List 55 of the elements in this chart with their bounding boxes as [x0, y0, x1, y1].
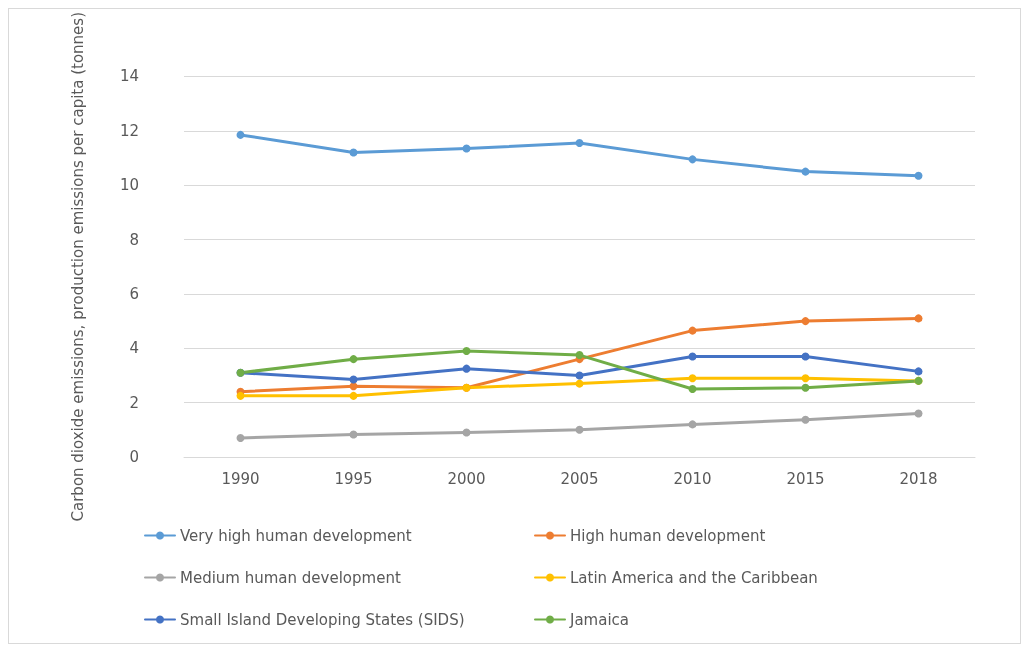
- point: [801, 352, 810, 361]
- point: [801, 374, 810, 383]
- point: [349, 148, 358, 157]
- point: [349, 355, 358, 364]
- point: [801, 383, 810, 392]
- point: [575, 139, 584, 148]
- x-tick-label: 2015: [786, 469, 825, 488]
- point: [801, 415, 810, 424]
- legend-label: Jamaica: [569, 610, 630, 629]
- point: [688, 326, 697, 335]
- point: [349, 391, 358, 400]
- y-tick-label: 14: [119, 67, 139, 86]
- point: [914, 367, 923, 376]
- y-tick-label: 0: [129, 448, 139, 466]
- point: [462, 144, 471, 153]
- point: [575, 351, 584, 360]
- point: [688, 374, 697, 383]
- y-tick-label: 12: [119, 121, 139, 140]
- y-axis-title: Carbon dioxide emissions, production emissions per capita (tonnes): [69, 11, 87, 522]
- point: [914, 409, 923, 418]
- point: [688, 155, 697, 164]
- point: [914, 171, 923, 180]
- point: [575, 425, 584, 434]
- point: [688, 352, 697, 361]
- legend-label: High human development: [570, 526, 766, 545]
- x-tick-label: 1995: [334, 469, 373, 488]
- point: [462, 364, 471, 373]
- legend-label: Small Island Developing States (SIDS): [180, 610, 465, 629]
- point: [801, 317, 810, 326]
- y-tick-label: 10: [119, 176, 139, 195]
- legend-label: Medium human development: [180, 568, 401, 587]
- x-tick-label: 1990: [221, 469, 260, 488]
- point: [575, 379, 584, 388]
- x-tick-label: 2000: [447, 469, 486, 488]
- y-tick-label: 4: [129, 339, 139, 358]
- point: [349, 375, 358, 384]
- point: [462, 428, 471, 437]
- point: [236, 130, 245, 139]
- point: [801, 167, 810, 176]
- point: [236, 433, 245, 442]
- point: [688, 420, 697, 429]
- y-tick-label: 2: [129, 393, 139, 412]
- x-tick-label: 2018: [899, 469, 938, 488]
- x-tick-label: 2010: [673, 469, 712, 488]
- x-tick-label: 2005: [560, 469, 599, 488]
- point: [688, 385, 697, 394]
- point: [349, 430, 358, 439]
- legend-label: Very high human development: [180, 526, 412, 545]
- y-tick-label: 8: [129, 230, 139, 249]
- point: [914, 314, 923, 323]
- point: [462, 347, 471, 355]
- legend-label: Latin America and the Caribbean: [570, 568, 818, 587]
- point: [575, 371, 584, 380]
- point: [236, 391, 245, 400]
- y-tick-label: 6: [129, 284, 139, 303]
